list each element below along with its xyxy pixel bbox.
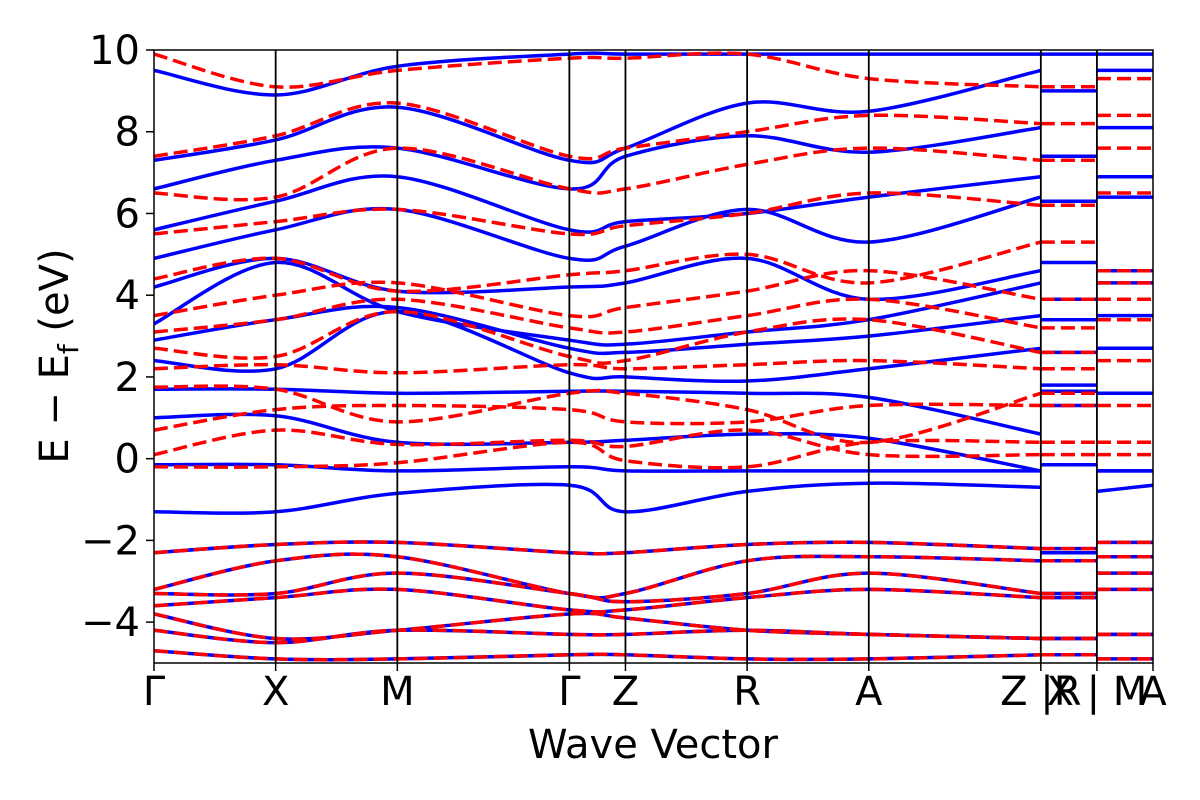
x-tick-label: A [1139, 669, 1167, 715]
band-dashed-10 [154, 146, 1041, 202]
y-axis-label-main: E − E [32, 354, 78, 464]
x-tick-label: Γ [558, 669, 581, 715]
band-dashed-5 [154, 309, 1042, 366]
high-symmetry-lines [274, 50, 1098, 663]
band-solid-0 [1096, 483, 1153, 494]
x-axis-label: Wave Vector [528, 722, 779, 768]
band-dashed-13 [154, 540, 1041, 556]
band-dashed-2 [154, 402, 1041, 432]
band-solid-9 [154, 174, 1042, 234]
y-axis-ticks: 10 8 6 4 2 0 −2 −4 [81, 28, 154, 646]
x-tick-label: A [855, 669, 883, 715]
x-tick-label: Z [612, 669, 639, 715]
band-solid-4 [154, 309, 1042, 384]
y-tick-label: 10 [89, 28, 140, 74]
x-tick-label: X [262, 669, 289, 715]
y-tick-label: −4 [81, 600, 140, 646]
band-solid-0 [154, 481, 1041, 515]
y-tick-label: 2 [115, 355, 140, 401]
band-dashed-11 [154, 101, 1041, 161]
band-dashed-4 [154, 358, 1041, 375]
x-tick-label: R [733, 669, 761, 715]
y-tick-label: 0 [115, 437, 140, 483]
band-dashed-18 [154, 628, 1041, 645]
band-dashed-17 [154, 611, 1041, 641]
series-solid [154, 51, 1153, 662]
y-axis-label-unit: (eV) [32, 248, 78, 344]
bands-layer [154, 51, 1153, 662]
band-solid-8 [154, 195, 1042, 262]
y-axis-label-subscript: f [52, 343, 85, 354]
band-dashed-8 [154, 240, 1042, 294]
y-axis-label: E − Ef (eV) [32, 248, 85, 463]
band-solid-12 [154, 51, 1041, 97]
x-tick-label: Γ [143, 669, 166, 715]
x-tick-label: M [380, 669, 415, 715]
x-tick-label: Z |R [1000, 669, 1081, 715]
band-dashed-16 [154, 587, 1041, 614]
band-dashed-19 [154, 648, 1041, 662]
plot-frame [153, 49, 1154, 664]
x-tick-label: X | M [1046, 669, 1147, 715]
y-tick-label: 6 [115, 191, 140, 237]
y-tick-label: −2 [81, 518, 140, 564]
band-dashed-12 [154, 51, 1041, 89]
y-tick-label: 4 [115, 273, 140, 319]
y-tick-label: 8 [115, 110, 140, 156]
band-solid-3 [154, 387, 1042, 436]
